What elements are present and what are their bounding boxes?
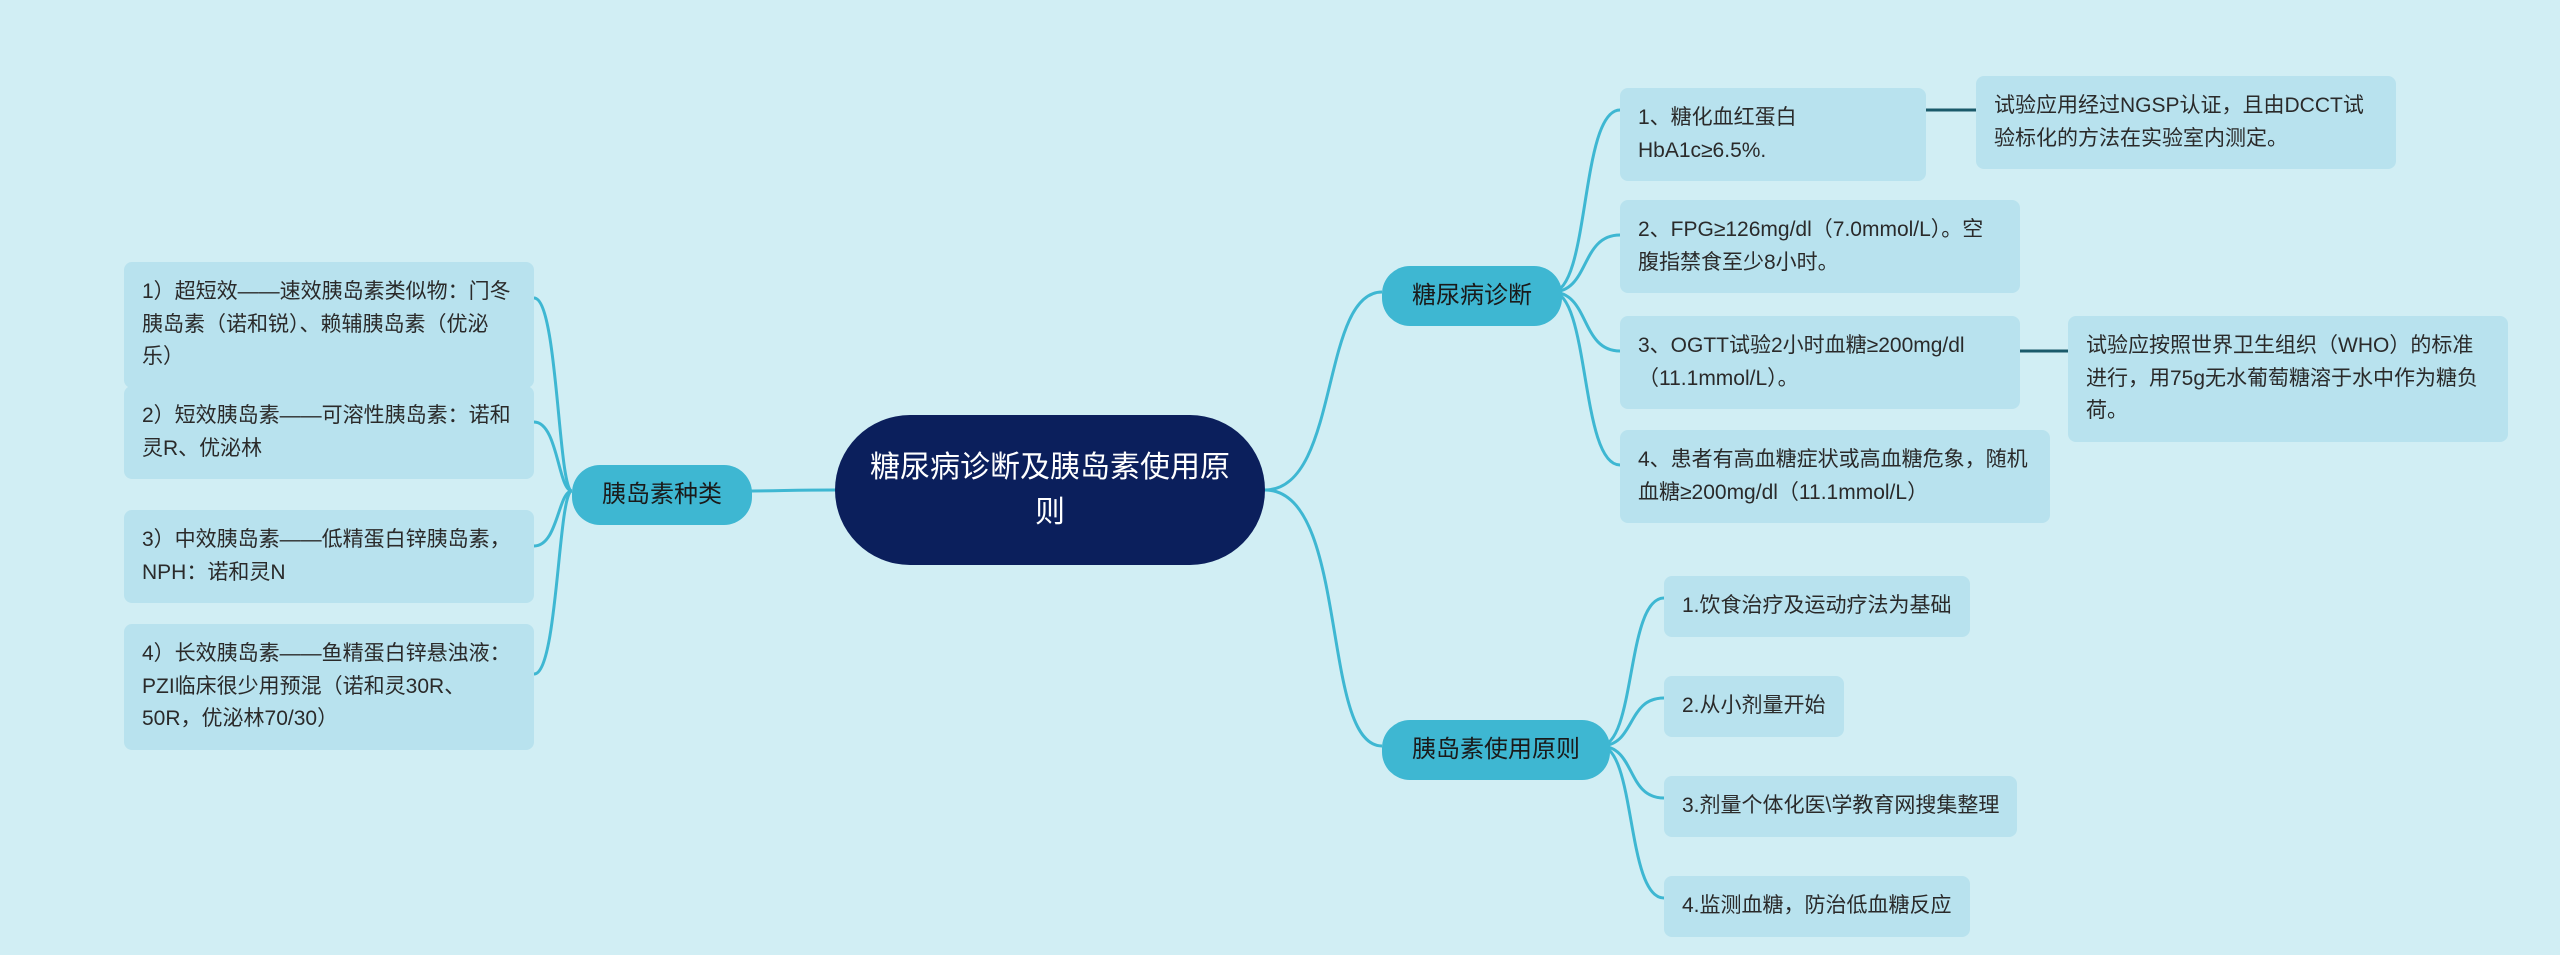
leaf-label: 1.饮食治疗及运动疗法为基础	[1682, 590, 1952, 623]
leaf-diag-3-sub[interactable]: 试验应按照世界卫生组织（WHO）的标准进行，用75g无水葡萄糖溶于水中作为糖负荷…	[2068, 316, 2508, 442]
leaf-diag-4[interactable]: 4、患者有高血糖症状或高血糖危象，随机血糖≥200mg/dl（11.1mmol/…	[1620, 430, 2050, 523]
branch-label: 胰岛素使用原则	[1412, 732, 1580, 768]
leaf-use-1[interactable]: 1.饮食治疗及运动疗法为基础	[1664, 576, 1970, 637]
leaf-label: 4、患者有高血糖症状或高血糖危象，随机血糖≥200mg/dl（11.1mmol/…	[1638, 444, 2032, 509]
leaf-label: 4）长效胰岛素——鱼精蛋白锌悬浊液：PZI临床很少用预混（诺和灵30R、50R，…	[142, 638, 516, 736]
leaf-label: 试验应用经过NGSP认证，且由DCCT试验标化的方法在实验室内测定。	[1994, 90, 2378, 155]
branch-label: 糖尿病诊断	[1412, 278, 1532, 314]
leaf-use-4[interactable]: 4.监测血糖，防治低血糖反应	[1664, 876, 1970, 937]
leaf-diag-1-sub[interactable]: 试验应用经过NGSP认证，且由DCCT试验标化的方法在实验室内测定。	[1976, 76, 2396, 169]
leaf-use-3[interactable]: 3.剂量个体化医\学教育网搜集整理	[1664, 776, 2017, 837]
leaf-insulin-1[interactable]: 1）超短效——速效胰岛素类似物：门冬胰岛素（诺和锐）、赖辅胰岛素（优泌乐）	[124, 262, 534, 388]
leaf-diag-2[interactable]: 2、FPG≥126mg/dl（7.0mmol/L）。空腹指禁食至少8小时。	[1620, 200, 2020, 293]
leaf-use-2[interactable]: 2.从小剂量开始	[1664, 676, 1844, 737]
branch-label: 胰岛素种类	[602, 477, 722, 513]
leaf-insulin-2[interactable]: 2）短效胰岛素——可溶性胰岛素：诺和灵R、优泌林	[124, 386, 534, 479]
leaf-label: 3）中效胰岛素——低精蛋白锌胰岛素，NPH：诺和灵N	[142, 524, 516, 589]
leaf-label: 3.剂量个体化医\学教育网搜集整理	[1682, 790, 1999, 823]
leaf-label: 1）超短效——速效胰岛素类似物：门冬胰岛素（诺和锐）、赖辅胰岛素（优泌乐）	[142, 276, 516, 374]
leaf-label: 2）短效胰岛素——可溶性胰岛素：诺和灵R、优泌林	[142, 400, 516, 465]
branch-usage-principles[interactable]: 胰岛素使用原则	[1382, 720, 1610, 780]
leaf-insulin-4[interactable]: 4）长效胰岛素——鱼精蛋白锌悬浊液：PZI临床很少用预混（诺和灵30R、50R，…	[124, 624, 534, 750]
leaf-label: 1、糖化血红蛋白HbA1c≥6.5%.	[1638, 102, 1908, 167]
leaf-label: 试验应按照世界卫生组织（WHO）的标准进行，用75g无水葡萄糖溶于水中作为糖负荷…	[2086, 330, 2490, 428]
branch-diagnosis[interactable]: 糖尿病诊断	[1382, 266, 1562, 326]
leaf-diag-1[interactable]: 1、糖化血红蛋白HbA1c≥6.5%.	[1620, 88, 1926, 181]
leaf-insulin-3[interactable]: 3）中效胰岛素——低精蛋白锌胰岛素，NPH：诺和灵N	[124, 510, 534, 603]
leaf-diag-3[interactable]: 3、OGTT试验2小时血糖≥200mg/dl（11.1mmol/L）。	[1620, 316, 2020, 409]
leaf-label: 3、OGTT试验2小时血糖≥200mg/dl（11.1mmol/L）。	[1638, 330, 2002, 395]
leaf-label: 2、FPG≥126mg/dl（7.0mmol/L）。空腹指禁食至少8小时。	[1638, 214, 2002, 279]
leaf-label: 4.监测血糖，防治低血糖反应	[1682, 890, 1952, 923]
leaf-label: 2.从小剂量开始	[1682, 690, 1826, 723]
root-node[interactable]: 糖尿病诊断及胰岛素使用原则	[835, 415, 1265, 565]
root-label: 糖尿病诊断及胰岛素使用原则	[865, 445, 1235, 535]
branch-insulin-types[interactable]: 胰岛素种类	[572, 465, 752, 525]
